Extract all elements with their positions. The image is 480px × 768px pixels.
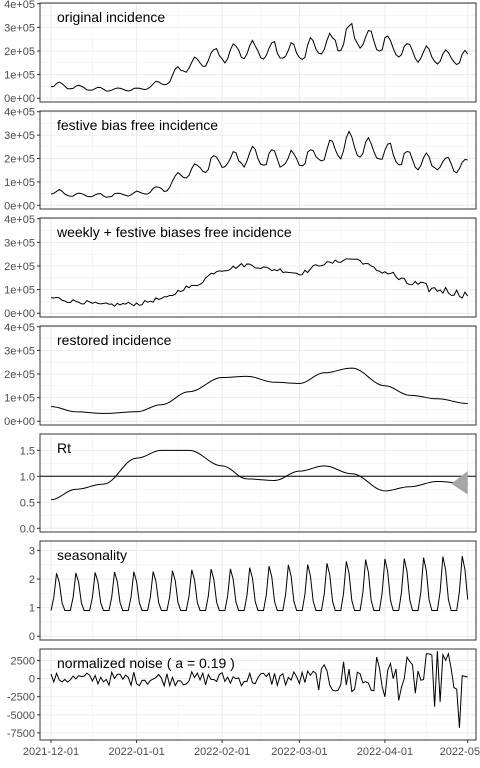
panel-original: 0e+00 1e+05 2e+05 3e+05 4e+05 original incide… xyxy=(4,0,477,105)
y-tick-label: 4e+05 xyxy=(4,0,35,11)
series-line-noise xyxy=(50,651,468,728)
panel-restored: 0e+00 1e+05 2e+05 3e+05 4e+05 restored incide… xyxy=(4,322,477,428)
y-tick-label: 2500 xyxy=(11,656,35,668)
y-tick-label: 1.5 xyxy=(20,445,35,457)
y-tick-label: 1e+05 xyxy=(4,177,35,189)
series-line-weekly_festive_free xyxy=(51,258,469,307)
panel-background xyxy=(40,111,476,209)
panel-festive_free: 0e+00 1e+05 2e+05 3e+05 4e+05 festive bias fr… xyxy=(4,107,477,212)
y-tick-label: 1e+05 xyxy=(4,285,35,297)
series-line-original xyxy=(50,22,469,92)
y-tick-label: 1.0 xyxy=(20,471,35,483)
y-tick-label: 3e+05 xyxy=(4,130,35,142)
y-tick-label: 3e+05 xyxy=(4,345,35,357)
x-tick-label: 2022-03-01 xyxy=(271,746,327,758)
panel-title: weekly + festive biases free incidence xyxy=(56,224,292,240)
y-tick-label: 4e+05 xyxy=(4,214,35,226)
x-tick-label: 2021-12-01 xyxy=(23,746,79,758)
y-tick-label: 0.0 xyxy=(20,523,35,535)
y-tick-label: 3e+05 xyxy=(4,237,35,249)
panel-border xyxy=(39,648,477,741)
panel-background xyxy=(40,649,476,740)
y-tick-label: -2500 xyxy=(7,692,35,704)
y-tick-label: 0e+00 xyxy=(4,200,35,212)
y-tick-label: 1e+05 xyxy=(4,393,35,405)
series-line-seasonality xyxy=(50,556,469,611)
x-tick-label: 2022-01-01 xyxy=(108,746,164,758)
panel-border xyxy=(39,110,477,210)
x-tick-label: 2022-02-01 xyxy=(194,746,250,758)
panel-rt: 0.0 0.5 1.0 1.5 Rt xyxy=(20,433,477,535)
panel-noise: -7500 -5000 -2500 0 2500 normalized noise ( a… xyxy=(7,648,477,741)
y-tick-label: 0e+00 xyxy=(4,416,35,428)
panel-title: original incidence xyxy=(57,9,165,25)
panel-border xyxy=(39,433,477,533)
panel-border xyxy=(39,540,477,641)
y-tick-label: 2 xyxy=(29,574,35,586)
y-tick-label: 3 xyxy=(29,545,35,557)
y-tick-label: 2e+05 xyxy=(4,154,35,166)
y-tick-label: 2e+05 xyxy=(4,369,35,381)
y-tick-label: 4e+05 xyxy=(4,107,35,119)
y-tick-label: 0 xyxy=(29,631,35,643)
x-tick-label: 2022-04-01 xyxy=(357,746,413,758)
panel-title: seasonality xyxy=(57,547,127,563)
panel-title: normalized noise ( a = 0.19 ) xyxy=(57,655,235,671)
y-tick-label: 1 xyxy=(29,603,35,615)
y-tick-label: 0 xyxy=(29,674,35,686)
panel-seasonality: 0 1 2 3 seasonality xyxy=(29,540,477,643)
x-tick-label: 2022-05-01 xyxy=(440,746,480,758)
x-axis: 2021-12-01 2022-01-01 2022-02-01 2022-03-01… xyxy=(23,740,480,758)
y-tick-label: 0e+00 xyxy=(4,93,35,105)
y-tick-label: -7500 xyxy=(7,728,35,740)
panel-weekly_festive_free: 0e+00 1e+05 2e+05 3e+05 4e+05 weekly + festiv… xyxy=(4,214,477,320)
panel-border xyxy=(39,217,477,318)
panel-background xyxy=(40,326,476,425)
y-tick-label: -5000 xyxy=(7,710,35,722)
y-tick-label: 3e+05 xyxy=(4,22,35,34)
panel-title: restored incidence xyxy=(57,332,172,348)
panel-title: festive bias free incidence xyxy=(57,117,218,133)
series-line-rt xyxy=(50,449,468,501)
panel-background xyxy=(40,434,476,532)
series-line-festive_free xyxy=(50,130,468,198)
panel-border xyxy=(39,325,477,426)
y-tick-label: 4e+05 xyxy=(4,322,35,334)
y-tick-label: 2e+05 xyxy=(4,46,35,58)
y-tick-label: 0.5 xyxy=(20,497,35,509)
y-tick-label: 0e+00 xyxy=(4,308,35,320)
uncertainty-band xyxy=(451,471,468,495)
y-tick-label: 2e+05 xyxy=(4,261,35,273)
panel-border xyxy=(39,2,477,103)
panels: 0e+00 1e+05 2e+05 3e+05 4e+05 original incide… xyxy=(4,0,477,741)
series-line-restored xyxy=(51,367,468,414)
y-tick-label: 1e+05 xyxy=(4,70,35,82)
panel-background xyxy=(40,3,476,102)
panel-title: Rt xyxy=(57,440,71,456)
